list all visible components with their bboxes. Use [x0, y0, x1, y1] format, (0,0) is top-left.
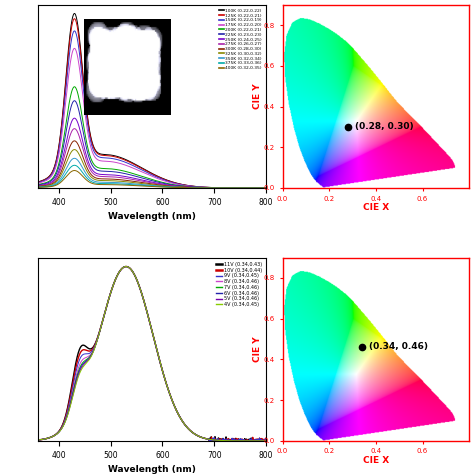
Text: (0.34, 0.46): (0.34, 0.46) — [369, 342, 428, 351]
Text: (0.28, 0.30): (0.28, 0.30) — [355, 122, 414, 131]
Legend: 100K (0.22,0.22), 125K (0.22,0.21), 150K (0.22,0.19), 175K (0.22,0.20), 200K (0.: 100K (0.22,0.22), 125K (0.22,0.21), 150K… — [217, 7, 264, 72]
X-axis label: CIE X: CIE X — [363, 203, 389, 212]
Legend: 11V (0.34,0.43), 10V (0.34,0.44), 9V (0.34,0.45), 8V (0.34,0.46), 7V (0.34,0.46): 11V (0.34,0.43), 10V (0.34,0.44), 9V (0.… — [214, 260, 264, 309]
Y-axis label: CIE Y: CIE Y — [253, 337, 262, 362]
X-axis label: Wavelength (nm): Wavelength (nm) — [108, 465, 196, 474]
Y-axis label: CIE Y: CIE Y — [253, 83, 262, 109]
X-axis label: Wavelength (nm): Wavelength (nm) — [108, 212, 196, 221]
X-axis label: CIE X: CIE X — [363, 456, 389, 465]
